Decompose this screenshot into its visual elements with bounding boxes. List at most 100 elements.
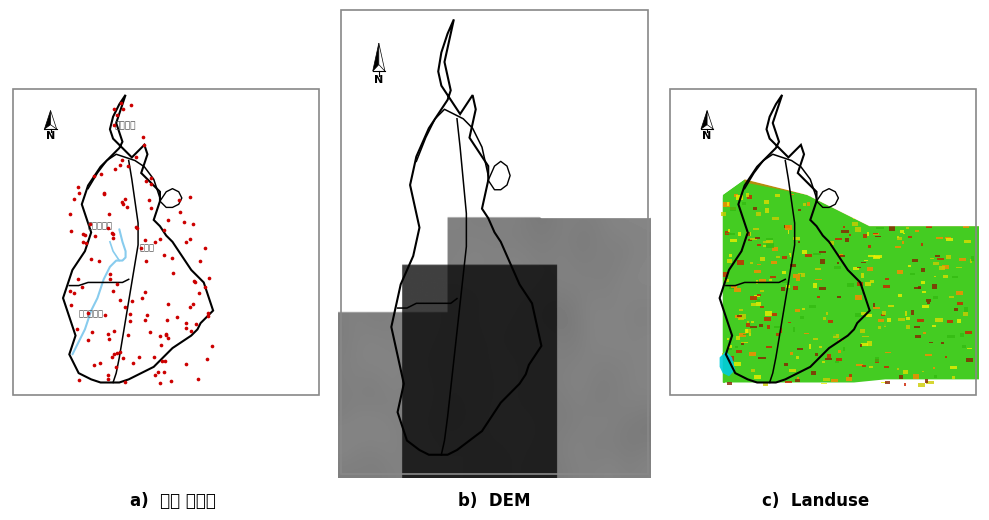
Point [176,218,192,227]
Point [101,210,117,218]
Bar [751,297,757,301]
Bar [906,227,910,229]
Point [80,336,96,344]
Point [97,310,113,319]
Polygon shape [338,5,651,218]
Bar [823,317,826,320]
Bar [964,240,971,243]
Point [84,328,100,336]
Bar [753,206,758,210]
Bar [956,267,961,268]
Bar [947,320,952,323]
Bar [927,381,934,384]
Point [105,287,121,295]
Bar [962,312,968,316]
Bar [861,365,866,367]
Polygon shape [379,43,385,71]
Point [164,253,180,262]
Bar [727,382,732,385]
Bar [884,367,889,368]
Bar [856,364,863,366]
Bar [907,223,915,226]
Bar [779,329,782,333]
Point [124,100,139,109]
Point [66,289,82,297]
Point [187,278,203,286]
Bar [882,311,886,315]
Bar [819,346,822,348]
Bar [790,194,794,195]
Point [75,230,91,238]
Bar [754,270,761,273]
Point [158,330,174,339]
Bar [760,279,766,281]
Bar [793,237,800,240]
Point [142,180,158,189]
Point [86,361,102,370]
Bar [813,338,818,340]
Bar [945,237,950,239]
Point [71,376,87,384]
Bar [809,344,811,348]
Bar [807,325,810,328]
Bar [952,210,959,213]
Point [178,238,194,246]
Bar [914,335,918,338]
Bar [922,371,924,372]
Bar [936,237,944,239]
Point [200,312,216,320]
Bar [819,287,826,290]
Point [117,379,133,387]
Point [108,363,124,371]
Point [142,174,158,182]
Bar [756,299,760,303]
Bar [942,342,944,344]
Bar [854,295,862,300]
Bar [821,383,827,384]
Point [160,300,176,308]
Point [121,162,136,170]
Bar [926,355,933,356]
Point [186,277,202,285]
Point [197,283,213,292]
Point [62,287,78,295]
Bar [927,302,931,304]
Point [96,189,112,197]
Bar [921,268,925,272]
Bar [936,318,943,322]
Bar [960,333,964,337]
Point [115,200,131,208]
Point [126,359,141,367]
Bar [736,315,741,318]
Bar [927,226,933,228]
Bar [844,227,846,228]
Bar [750,263,753,265]
Point [106,105,122,113]
Bar [930,258,935,259]
Bar [736,195,743,200]
Point [106,349,122,358]
Bar [914,374,919,379]
Bar [875,357,879,361]
Point [160,216,176,225]
Bar [771,261,777,264]
Bar [794,379,800,383]
Bar [789,253,791,257]
Bar [900,230,904,233]
Bar [965,331,972,334]
Bar [765,238,772,240]
Bar [727,339,729,341]
Bar [760,290,764,292]
Bar [870,280,874,283]
Point [124,297,139,305]
Bar [946,238,952,241]
Bar [765,240,773,244]
Bar [754,295,760,297]
Bar [792,327,795,332]
Bar [867,341,872,346]
Bar [728,356,734,360]
Bar [912,310,914,315]
Point [74,238,90,246]
Bar [880,211,882,215]
Bar [892,311,897,313]
